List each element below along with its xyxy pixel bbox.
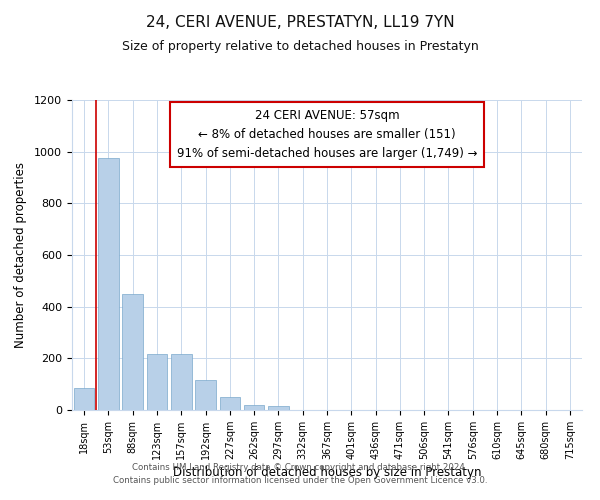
Text: Size of property relative to detached houses in Prestatyn: Size of property relative to detached ho…: [122, 40, 478, 53]
Bar: [171, 354, 191, 410]
Bar: [268, 406, 289, 410]
Bar: [74, 388, 94, 410]
Text: 24 CERI AVENUE: 57sqm
← 8% of detached houses are smaller (151)
91% of semi-deta: 24 CERI AVENUE: 57sqm ← 8% of detached h…: [177, 110, 477, 160]
Bar: [244, 405, 265, 410]
Bar: [146, 354, 167, 410]
Text: 24, CERI AVENUE, PRESTATYN, LL19 7YN: 24, CERI AVENUE, PRESTATYN, LL19 7YN: [146, 15, 454, 30]
Y-axis label: Number of detached properties: Number of detached properties: [14, 162, 27, 348]
Bar: [122, 294, 143, 410]
X-axis label: Distribution of detached houses by size in Prestatyn: Distribution of detached houses by size …: [173, 466, 481, 479]
Bar: [220, 397, 240, 410]
Text: Contains HM Land Registry data © Crown copyright and database right 2024.
Contai: Contains HM Land Registry data © Crown c…: [113, 464, 487, 485]
Bar: [98, 158, 119, 410]
Bar: [195, 380, 216, 410]
